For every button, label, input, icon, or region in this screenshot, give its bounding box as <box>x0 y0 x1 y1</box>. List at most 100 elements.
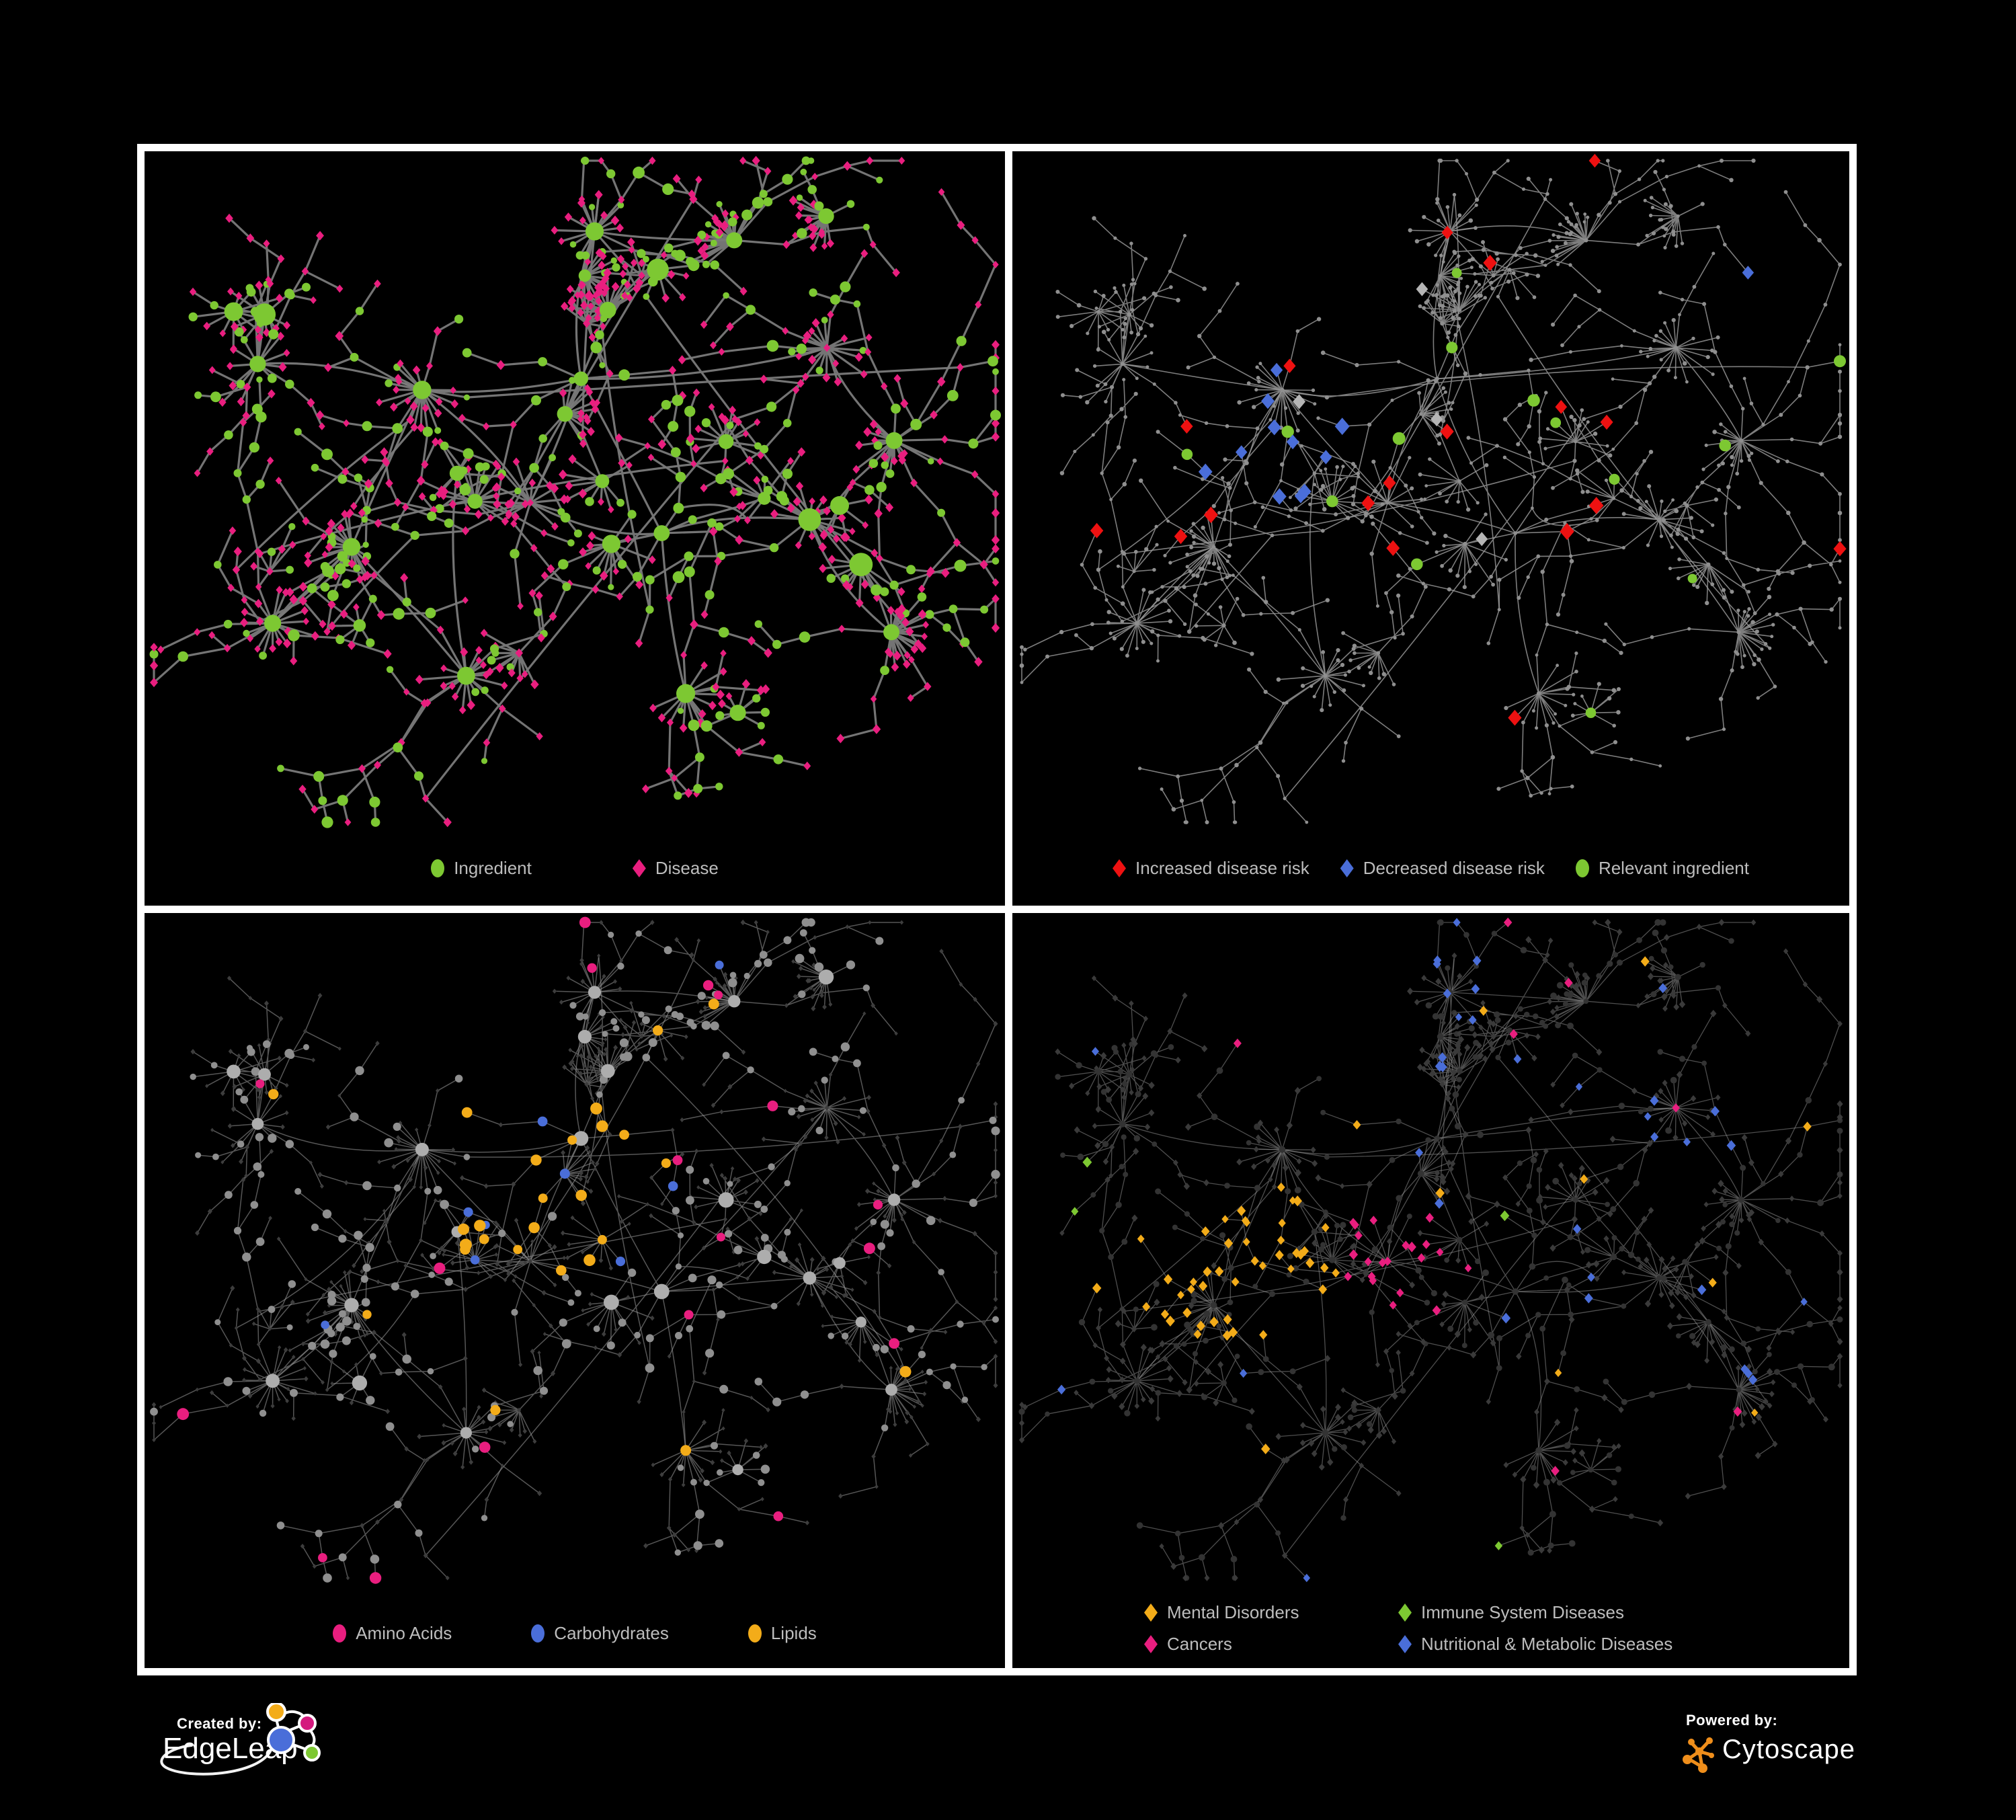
disease-node <box>440 664 447 672</box>
disease-node <box>317 992 323 998</box>
disease-node <box>1476 532 1488 547</box>
ingredient-node <box>1328 703 1332 707</box>
ingredient-node <box>531 395 541 405</box>
disease-node <box>354 1362 358 1368</box>
disease-node <box>397 738 405 748</box>
ingredient-node <box>1574 223 1578 227</box>
disease-node <box>1751 1409 1759 1417</box>
ingredient-node <box>1396 1118 1402 1125</box>
disease-node <box>237 1053 241 1058</box>
disease-node <box>1430 1052 1437 1060</box>
disease-node <box>1130 1036 1136 1043</box>
ingredient-node <box>562 1273 569 1281</box>
ingredient-node <box>1340 1222 1346 1228</box>
ingredient-node <box>1663 321 1667 325</box>
ingredient-node <box>745 305 756 315</box>
disease-node <box>844 1340 848 1345</box>
ingredient-node <box>747 1066 754 1074</box>
ingredient-node <box>1547 792 1551 795</box>
ingredient-node <box>361 516 368 523</box>
disease-node <box>1568 1316 1575 1323</box>
ingredient-node <box>1153 1281 1160 1288</box>
disease-node <box>753 475 761 485</box>
ingredient-node <box>1451 268 1462 278</box>
disease-node <box>230 321 239 331</box>
ingredient-node <box>1166 519 1170 523</box>
ingredient-node <box>1678 313 1681 317</box>
ingredient-node <box>510 549 520 559</box>
disease-node <box>870 695 877 703</box>
disease-node <box>1340 1419 1345 1425</box>
ingredient-node <box>1421 582 1425 586</box>
ingredient-node <box>1445 205 1450 209</box>
ingredient-node <box>1662 518 1666 522</box>
ingredient-node <box>873 1343 880 1351</box>
disease-node <box>330 1381 334 1386</box>
disease-node <box>936 457 944 466</box>
ingredient-node <box>250 1201 259 1209</box>
disease-node <box>220 1160 225 1164</box>
ingredient-node <box>514 487 522 495</box>
ingredient-node <box>885 469 895 478</box>
disease-node <box>1597 1437 1602 1444</box>
disease-node <box>467 700 475 711</box>
disease-node <box>872 1181 876 1186</box>
ingredient-node <box>1597 289 1601 294</box>
disease-node <box>1603 1235 1609 1242</box>
ingredient-node <box>1255 426 1260 431</box>
disease-node <box>1658 1088 1664 1095</box>
ingredient-node <box>1236 282 1240 286</box>
ingredient-node <box>1442 543 1446 548</box>
disease-node <box>809 1257 815 1263</box>
disease-node <box>566 579 573 588</box>
ingredient-node <box>1130 308 1135 312</box>
disease-node <box>976 1061 981 1066</box>
ingredient-node <box>1583 212 1587 216</box>
disease-node <box>821 1290 826 1296</box>
disease-node <box>617 1194 621 1199</box>
ingredient-node <box>288 629 300 641</box>
ingredient-node <box>1569 202 1574 206</box>
ingredient-node <box>1167 608 1171 613</box>
disease-node <box>670 1127 675 1133</box>
ingredient-node <box>870 1218 877 1226</box>
ingredient-node <box>321 1320 329 1329</box>
disease-node <box>702 1014 707 1019</box>
disease-node <box>484 1429 489 1435</box>
disease-node <box>1221 1215 1229 1224</box>
disease-node <box>419 1185 424 1190</box>
disease-node <box>275 637 283 647</box>
disease-node <box>617 986 622 992</box>
disease-node <box>696 938 701 943</box>
ingredient-node <box>1185 552 1189 557</box>
disease-node <box>1458 1035 1465 1043</box>
ingredient-node <box>1080 563 1084 567</box>
ingredient-node <box>1457 479 1461 483</box>
disease-node <box>647 453 655 461</box>
disease-node <box>754 1236 760 1242</box>
ingredient-node <box>763 197 773 206</box>
ingredient-node <box>926 1368 933 1376</box>
ingredient-node <box>1432 531 1437 536</box>
ingredient-node <box>1453 333 1458 337</box>
disease-node <box>559 999 564 1005</box>
disease-node <box>423 1552 428 1558</box>
ingredient-node <box>1435 201 1439 205</box>
disease-node <box>1283 358 1296 373</box>
disease-node <box>396 1135 401 1140</box>
disease-node <box>1564 976 1570 983</box>
disease-node <box>482 670 490 680</box>
disease-node <box>454 1240 460 1247</box>
ingredient-node <box>538 434 547 443</box>
ingredient-node <box>1547 239 1552 243</box>
ingredient-node <box>1736 630 1741 635</box>
ingredient-node <box>1150 641 1154 645</box>
disease-node <box>770 509 778 519</box>
disease-node <box>1219 1334 1225 1341</box>
disease-node <box>857 1358 862 1363</box>
ingredient-node <box>1566 992 1574 998</box>
network-edges <box>1098 194 1808 799</box>
disease-node <box>1657 1519 1664 1527</box>
disease-node <box>808 327 815 335</box>
ingredient-node <box>1715 985 1722 991</box>
